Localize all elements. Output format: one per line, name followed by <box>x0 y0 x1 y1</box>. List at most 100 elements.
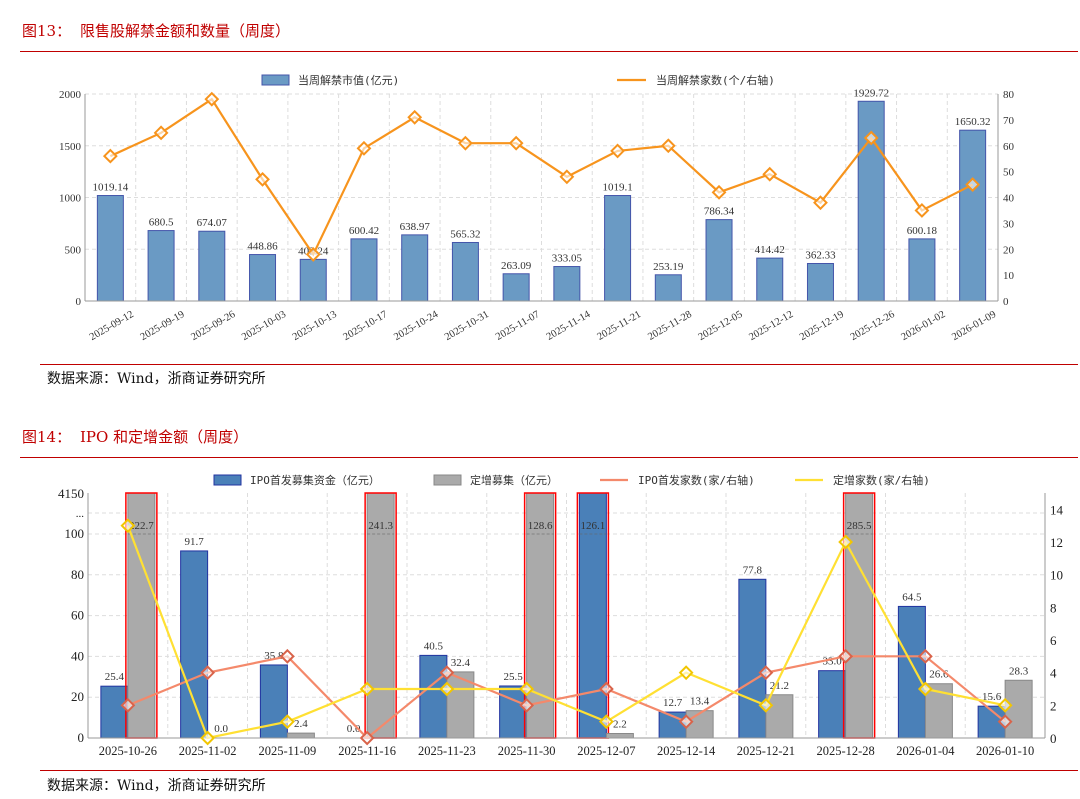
y-right-tick-label: 0 <box>1003 296 1009 308</box>
legend-placement-bar-swatch <box>433 474 462 486</box>
y-left-tick-label: 2000 <box>59 89 82 101</box>
y-right-tick-label: 14 <box>1050 502 1064 517</box>
bar-data-label: 253.19 <box>653 261 684 273</box>
line-unlock-count-marker <box>711 184 727 200</box>
bar-data-label: 28.3 <box>1009 665 1029 677</box>
y-right-tick-label: 30 <box>1003 218 1015 230</box>
bar-data-label: 222.7 <box>129 520 154 532</box>
line-placement-count-marker <box>997 697 1013 713</box>
line-unlock-count-marker <box>762 166 778 182</box>
bar-data-label: 1650.32 <box>955 116 991 128</box>
line-ipo-count-marker <box>838 648 854 664</box>
bar-data-label: 0.0 <box>214 723 228 735</box>
line-ipo-count-marker <box>120 697 136 713</box>
y-left-tick-label: 1000 <box>59 193 82 205</box>
line-unlock-count-marker <box>813 195 828 211</box>
y-left-tick-label: 60 <box>71 608 84 623</box>
line-unlock-count-marker <box>914 203 930 218</box>
bar-data-label: 565.32 <box>450 228 480 240</box>
line-unlock-count-marker <box>102 148 118 164</box>
bar-data-label: 26.6 <box>929 669 949 681</box>
x-tick-label: 2025-12-14 <box>657 744 716 758</box>
bar-data-label: 1019.14 <box>92 182 128 194</box>
y-right-tick-label: 70 <box>1003 115 1015 127</box>
bar-placement-proceeds <box>286 732 315 739</box>
y-right-tick-label: 6 <box>1050 633 1057 648</box>
line-ipo-count-marker <box>359 730 375 746</box>
bar-unlock-value <box>553 266 581 302</box>
line-placement-count-marker <box>519 681 535 697</box>
line-placement-count-marker <box>598 714 614 730</box>
bar-data-label: 241.3 <box>368 520 393 532</box>
line-ipo-count-marker <box>519 697 535 713</box>
legend-bar-label: 当周解禁市值(亿元) <box>298 73 399 87</box>
line-ipo-count-marker <box>439 665 455 681</box>
y-left-tick-label: 40 <box>71 648 84 663</box>
y-right-tick-label: 20 <box>1003 244 1015 256</box>
bar-data-label: 25.5 <box>504 671 524 683</box>
figure14-label: 图14： <box>22 428 72 446</box>
bar-unlock-value <box>604 195 632 302</box>
y-left-tick-label: 1500 <box>59 141 82 153</box>
x-tick-label: 2026-01-04 <box>896 744 955 758</box>
line-ipo-count-marker <box>678 714 694 730</box>
y-left-top-label: 4150 <box>58 486 84 501</box>
bar-data-label: 15.6 <box>982 691 1002 703</box>
bar-data-label: 362.33 <box>805 249 836 261</box>
line-unlock-count-marker <box>407 109 423 125</box>
bar-data-label: 2.4 <box>294 718 308 730</box>
line-placement-count-marker <box>439 681 455 697</box>
figure14-title: IPO 和定增金额（周度） <box>80 428 249 446</box>
line-ipo-count-marker <box>598 681 614 697</box>
line-unlock-count-marker <box>458 135 473 151</box>
x-tick-label: 2025-12-07 <box>577 744 635 758</box>
bar-data-label: 674.07 <box>197 217 228 229</box>
bar-data-label: 0.0 <box>347 723 361 735</box>
legend-ipo-line-label: IPO首发家数(家/右轴) <box>638 473 755 487</box>
line-placement-count-marker <box>200 730 216 746</box>
y-right-tick-label: 12 <box>1050 535 1063 550</box>
line-placement-count-marker <box>838 534 854 550</box>
line-ipo-count-marker <box>917 648 933 664</box>
bar-unlock-value <box>654 274 682 302</box>
figure13-source: 数据来源：Wind，浙商证券研究所 <box>47 371 266 387</box>
legend-placement-line-label: 定增家数(家/右轴) <box>833 473 930 487</box>
figure14-top-rule <box>20 457 1078 458</box>
y-right-tick-label: 60 <box>1003 141 1015 153</box>
bar-unlock-value <box>401 234 429 302</box>
line-unlock-count-marker <box>255 171 270 187</box>
bar-data-label: 285.5 <box>847 520 872 532</box>
x-tick-label: 2025-11-16 <box>338 744 396 758</box>
line-placement-count-marker <box>917 681 933 697</box>
line-unlock-count-marker <box>863 130 879 146</box>
y-right-tick-label: 4 <box>1050 666 1057 681</box>
x-tick-label: 2026-01-10 <box>976 744 1034 758</box>
bar-data-label: 64.5 <box>902 591 922 603</box>
bar-data-label: 126.1 <box>581 520 606 532</box>
line-unlock-count <box>109 97 974 257</box>
bar-unlock-value <box>705 219 733 302</box>
x-tick-label: 2025-12-28 <box>816 744 874 758</box>
y-left-tick-label: 0 <box>76 296 82 308</box>
line-unlock-count-marker <box>660 138 676 154</box>
bar-data-label: 1929.72 <box>853 87 889 99</box>
line-placement-count-marker <box>678 665 694 681</box>
line-unlock-count-marker <box>204 91 220 107</box>
bar-data-label: 128.6 <box>528 520 553 532</box>
bar-data-label: 32.4 <box>451 657 471 669</box>
legend-placement-bar-label: 定增募集（亿元） <box>470 473 558 487</box>
bar-ipo-proceeds <box>180 550 209 739</box>
line-unlock-count-marker <box>305 247 321 262</box>
line-ipo-count-marker <box>279 648 295 664</box>
line-unlock-count-marker <box>356 140 372 156</box>
bar-placement-proceeds <box>605 733 634 739</box>
axis-break-label: ... <box>76 508 85 520</box>
legend-bar-swatch <box>261 74 290 86</box>
bar-data-label: 638.97 <box>400 221 431 233</box>
y-right-tick-label: 0 <box>1050 731 1057 746</box>
x-tick-label: 2025-10-26 <box>99 744 157 758</box>
line-placement-count-marker <box>359 681 375 697</box>
line-unlock-count-marker <box>508 135 524 151</box>
